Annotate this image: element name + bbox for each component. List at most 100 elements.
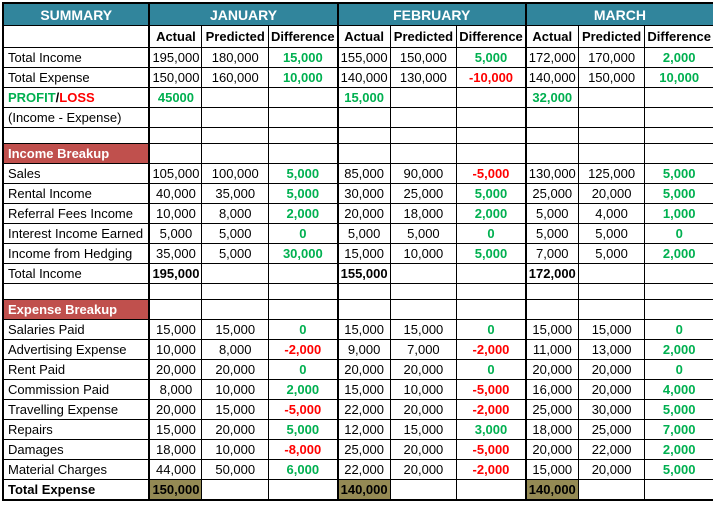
value-cell[interactable] bbox=[201, 299, 270, 320]
value-cell[interactable]: 18,000 bbox=[389, 203, 458, 224]
value-cell[interactable] bbox=[577, 143, 646, 164]
row-label[interactable]: (Income - Expense) bbox=[2, 107, 150, 128]
value-cell[interactable]: 20,000 bbox=[336, 203, 391, 224]
month-header-february[interactable]: FEBRUARY bbox=[336, 2, 527, 26]
value-cell[interactable]: 5,000 bbox=[336, 223, 391, 244]
value-cell[interactable]: 155,000 bbox=[336, 47, 391, 68]
value-cell[interactable] bbox=[389, 479, 458, 501]
value-cell[interactable] bbox=[336, 127, 391, 144]
value-cell[interactable]: 172,000 bbox=[524, 47, 579, 68]
value-cell[interactable]: 45000 bbox=[148, 87, 203, 108]
value-cell[interactable]: 5,000 bbox=[456, 183, 527, 204]
value-cell[interactable] bbox=[644, 87, 713, 108]
value-cell[interactable]: 40,000 bbox=[148, 183, 203, 204]
value-cell[interactable]: 15,000 bbox=[201, 319, 270, 340]
row-label[interactable]: Material Charges bbox=[2, 459, 150, 480]
blank-corner-cell[interactable] bbox=[2, 25, 150, 48]
value-cell[interactable]: 85,000 bbox=[336, 163, 391, 184]
value-cell[interactable]: 5,000 bbox=[644, 163, 713, 184]
value-cell[interactable]: 160,000 bbox=[201, 67, 270, 88]
value-cell[interactable]: 5,000 bbox=[644, 183, 713, 204]
value-cell[interactable]: 140,000 bbox=[524, 67, 579, 88]
value-cell[interactable] bbox=[456, 87, 527, 108]
row-label[interactable]: Salaries Paid bbox=[2, 319, 150, 340]
col-header-difference-february[interactable]: Difference bbox=[456, 25, 527, 48]
value-cell[interactable]: 2,000 bbox=[456, 203, 527, 224]
value-cell[interactable] bbox=[336, 299, 391, 320]
value-cell[interactable]: 15,000 bbox=[336, 243, 391, 264]
summary-header-cell[interactable]: SUMMARY bbox=[2, 2, 150, 26]
value-cell[interactable] bbox=[389, 263, 458, 284]
value-cell[interactable] bbox=[577, 299, 646, 320]
value-cell[interactable] bbox=[336, 283, 391, 300]
value-cell[interactable]: 8,000 bbox=[201, 203, 270, 224]
row-label[interactable]: Advertising Expense bbox=[2, 339, 150, 360]
value-cell[interactable]: 15,000 bbox=[336, 87, 391, 108]
value-cell[interactable] bbox=[644, 479, 713, 501]
value-cell[interactable]: 172,000 bbox=[524, 263, 579, 284]
value-cell[interactable]: 25,000 bbox=[524, 399, 579, 420]
value-cell[interactable]: 15,000 bbox=[148, 319, 203, 340]
value-cell[interactable]: 4,000 bbox=[577, 203, 646, 224]
value-cell[interactable] bbox=[336, 107, 391, 128]
value-cell[interactable]: 15,000 bbox=[524, 319, 579, 340]
value-cell[interactable]: 44,000 bbox=[148, 459, 203, 480]
value-cell[interactable]: 0 bbox=[644, 223, 713, 244]
value-cell[interactable]: 150,000 bbox=[577, 67, 646, 88]
value-cell[interactable]: 2,000 bbox=[644, 339, 713, 360]
value-cell[interactable] bbox=[148, 127, 203, 144]
value-cell[interactable]: -8,000 bbox=[268, 439, 339, 460]
value-cell[interactable] bbox=[577, 87, 646, 108]
value-cell[interactable]: 7,000 bbox=[644, 419, 713, 440]
value-cell[interactable]: -5,000 bbox=[456, 379, 527, 400]
value-cell[interactable]: -2,000 bbox=[456, 339, 527, 360]
value-cell[interactable] bbox=[524, 143, 579, 164]
value-cell[interactable] bbox=[644, 143, 713, 164]
value-cell[interactable]: 20,000 bbox=[577, 183, 646, 204]
value-cell[interactable] bbox=[456, 127, 527, 144]
month-header-january[interactable]: JANUARY bbox=[148, 2, 339, 26]
value-cell[interactable] bbox=[148, 107, 203, 128]
value-cell[interactable] bbox=[201, 143, 270, 164]
value-cell[interactable] bbox=[389, 127, 458, 144]
month-header-march[interactable]: MARCH bbox=[524, 2, 713, 26]
value-cell[interactable] bbox=[577, 283, 646, 300]
value-cell[interactable]: 2,000 bbox=[644, 439, 713, 460]
row-label-profit-loss[interactable]: PROFIT/LOSS bbox=[2, 87, 150, 108]
value-cell[interactable]: -5,000 bbox=[268, 399, 339, 420]
value-cell[interactable]: 20,000 bbox=[148, 399, 203, 420]
row-label[interactable]: Rent Paid bbox=[2, 359, 150, 380]
value-cell[interactable]: 30,000 bbox=[268, 243, 339, 264]
value-cell[interactable]: 20,000 bbox=[524, 359, 579, 380]
value-cell[interactable]: 5,000 bbox=[456, 243, 527, 264]
value-cell[interactable]: 20,000 bbox=[389, 439, 458, 460]
row-label[interactable] bbox=[2, 283, 150, 300]
value-cell[interactable] bbox=[389, 143, 458, 164]
value-cell[interactable]: 10,000 bbox=[201, 379, 270, 400]
value-cell[interactable]: 2,000 bbox=[268, 379, 339, 400]
value-cell[interactable]: -2,000 bbox=[456, 399, 527, 420]
value-cell[interactable]: 105,000 bbox=[148, 163, 203, 184]
value-cell[interactable]: 7,000 bbox=[389, 339, 458, 360]
value-cell[interactable]: 32,000 bbox=[524, 87, 579, 108]
value-cell[interactable]: 0 bbox=[456, 223, 527, 244]
value-cell[interactable]: 195,000 bbox=[148, 47, 203, 68]
value-cell[interactable] bbox=[268, 87, 339, 108]
value-cell[interactable]: 5,000 bbox=[201, 223, 270, 244]
value-cell[interactable]: -2,000 bbox=[268, 339, 339, 360]
row-label[interactable]: Referral Fees Income bbox=[2, 203, 150, 224]
value-cell[interactable]: 0 bbox=[456, 359, 527, 380]
value-cell[interactable]: -5,000 bbox=[456, 439, 527, 460]
value-cell[interactable]: 16,000 bbox=[524, 379, 579, 400]
value-cell[interactable]: 25,000 bbox=[389, 183, 458, 204]
value-cell[interactable]: 0 bbox=[644, 319, 713, 340]
value-cell[interactable]: 0 bbox=[268, 319, 339, 340]
value-cell[interactable]: 12,000 bbox=[336, 419, 391, 440]
value-cell[interactable] bbox=[577, 127, 646, 144]
value-cell[interactable]: 8,000 bbox=[201, 339, 270, 360]
value-cell[interactable]: 15,000 bbox=[268, 47, 339, 68]
value-cell[interactable]: 30,000 bbox=[577, 399, 646, 420]
value-cell[interactable]: 5,000 bbox=[577, 223, 646, 244]
value-cell[interactable]: 13,000 bbox=[577, 339, 646, 360]
value-cell[interactable]: 20,000 bbox=[389, 459, 458, 480]
